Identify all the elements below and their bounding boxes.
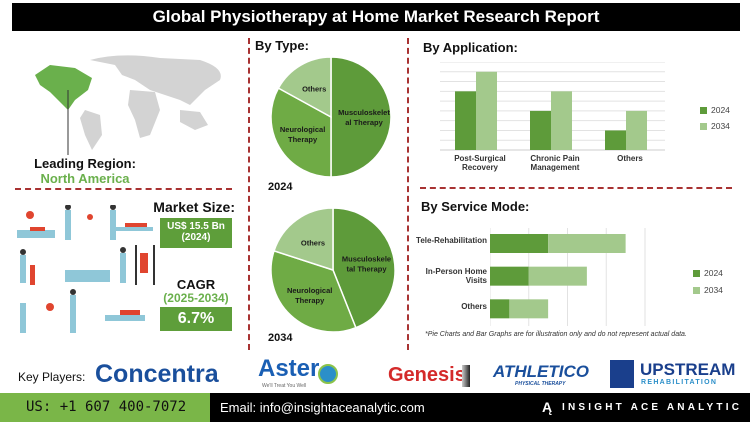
type-pie-charts: Musculoskelet al Therapy Neurological Thera… [270,56,396,333]
bar-2024 [490,266,529,286]
bar-2034 [528,266,587,286]
svc-category-label: In-Person Home Visits [425,267,487,285]
pie-slice [332,207,396,329]
divider [248,38,250,350]
cagr-label: CAGR [176,277,216,292]
aster-emblem [318,364,338,384]
leading-region-label: Leading Region: [34,156,136,171]
cagr-value: 6.7% [160,307,232,331]
app-category-label: Chronic Pain Management [530,154,580,172]
divider [407,38,409,350]
pie-slice [277,56,332,119]
athletico-tagline: PHYSICAL THERAPY [515,381,566,387]
service-bar-chart [490,228,646,326]
upstream-tagline: REHABILITATION [641,379,718,386]
key-players-label: Key Players: [18,370,86,384]
bar-2024 [490,234,549,253]
svc-category-label: Tele-Rehabilitation [416,236,487,245]
legend-2034: 2034 [693,285,723,295]
by-application-heading: By Application: [423,40,518,55]
upstream-emblem [610,360,634,388]
bar-2024 [530,110,551,150]
aster-tagline: We'll Treat You Well [262,383,307,389]
pie-slice [270,249,357,333]
bar-2034 [548,234,626,253]
legend-2024: 2024 [693,268,723,278]
legend-2034: 2034 [700,121,730,131]
athletico-logo: ATHLETICO [493,362,590,381]
footer-bar: Email: info@insightaceanalytic.com Ą INS… [210,393,750,422]
leading-region-value: North America [40,171,130,186]
pie-slice-label: Neurological Therapy [280,125,325,144]
legend-2024: 2024 [700,105,730,115]
pie-2024-year: 2024 [268,181,293,193]
divider [420,187,732,189]
app-category-label: Post-Surgical Recovery [454,154,506,172]
genesis-emblem [462,365,470,387]
brand-name: INSIGHT ACE ANALYTIC [562,402,743,413]
world-map [35,55,221,155]
page-title: Global Physiotherapy at Home Market Rese… [12,3,740,31]
bar-2024 [455,91,476,150]
upstream-logo: UPSTREAM [640,360,736,379]
bar-2034 [551,91,572,150]
bar-2024 [605,130,626,150]
market-size-value: US$ 15.5 Bn [167,221,225,232]
by-type-heading: By Type: [255,38,309,53]
by-service-heading: By Service Mode: [421,199,530,214]
genesis-logo: Genesis [388,364,466,386]
application-bar-chart [440,62,665,151]
pie-slice-label: Others [301,238,325,247]
bar-2034 [509,299,549,319]
aster-logo: Aster [258,355,320,382]
brand-logo-icon: Ą [542,399,553,415]
phone-number: US: +1 607 400-7072 [0,393,210,422]
cagr-period: (2025-2034) [163,291,229,305]
disclaimer-note: *Pie Charts and Bar Graphs are for illus… [425,331,687,338]
pie-slice-label: Others [302,85,326,94]
concentra-logo: Concentra [95,360,219,388]
bar-2034 [626,110,647,150]
pie-2034-year: 2034 [268,332,293,344]
svc-category-label: Others [461,302,487,311]
pie-slice [273,207,334,272]
market-size-year: (2024) [181,232,211,243]
market-size-label: Market Size: [153,199,235,215]
bar-2034 [476,71,497,150]
physiotherapy-illustrations [17,205,155,333]
pie-slice-label: Neurological Therapy [287,286,332,305]
pie-slice [270,87,332,178]
bar-2024 [490,299,510,319]
pie-slice [330,56,392,178]
divider [15,188,232,190]
market-size-box: US$ 15.5 Bn (2024) [160,218,232,248]
email-address: Email: info@insightaceanalytic.com [220,400,425,415]
app-category-label: Others [617,154,643,163]
